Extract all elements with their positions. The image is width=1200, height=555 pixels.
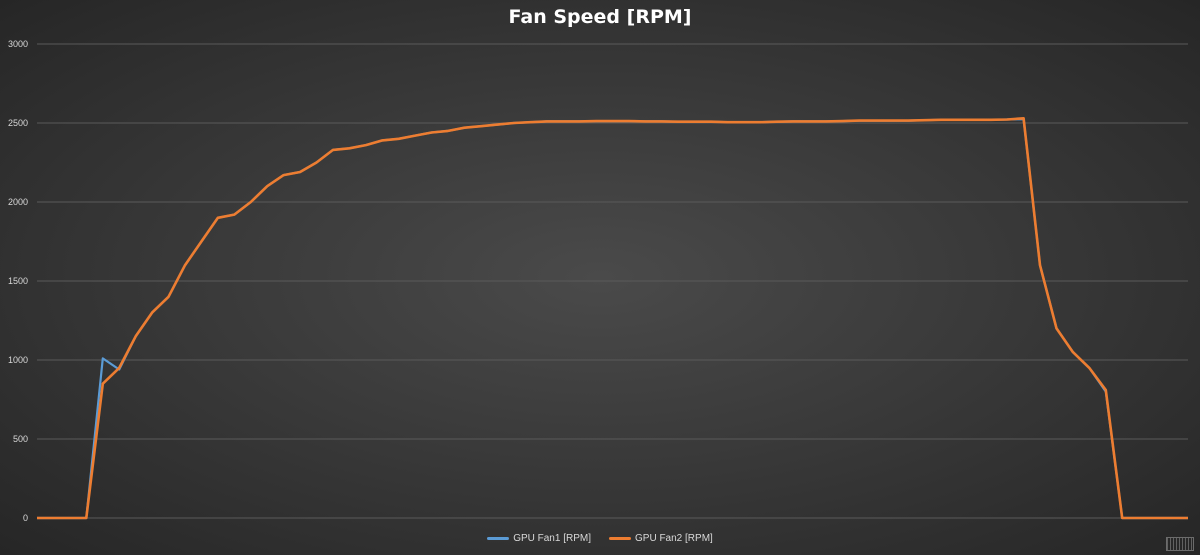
legend-label-fan2: GPU Fan2 [RPM] — [635, 533, 713, 544]
legend: GPU Fan1 [RPM] GPU Fan2 [RPM] — [0, 533, 1200, 544]
y-axis-ticks: 0 500 1000 1500 2000 2500 3000 — [8, 39, 28, 523]
legend-item-fan2: GPU Fan2 [RPM] — [609, 533, 713, 544]
y-tick-label: 3000 — [8, 39, 28, 49]
series-line-1 — [37, 117, 1188, 520]
series-line-2 — [37, 117, 1188, 520]
y-tick-label: 2500 — [8, 118, 28, 128]
chart-title: Fan Speed [RPM] — [508, 6, 692, 28]
legend-item-fan1: GPU Fan1 [RPM] — [487, 533, 591, 544]
series-lines — [37, 117, 1188, 520]
gridlines — [37, 43, 1188, 519]
legend-swatch-fan1 — [487, 537, 510, 540]
y-tick-label: 2000 — [8, 197, 28, 207]
watermark-logo-icon — [1166, 537, 1194, 551]
y-tick-label: 500 — [13, 434, 28, 444]
y-tick-label: 0 — [23, 513, 28, 523]
y-tick-label: 1500 — [8, 276, 28, 286]
y-tick-label: 1000 — [8, 355, 28, 365]
legend-label-fan1: GPU Fan1 [RPM] — [513, 533, 591, 544]
legend-swatch-fan2 — [609, 537, 631, 540]
